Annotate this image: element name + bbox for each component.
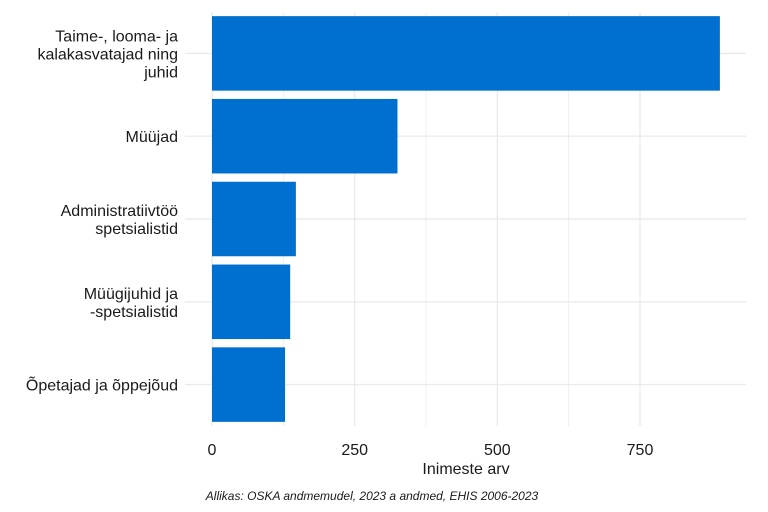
- category-labels: Taime-, looma- ja kalakasvatajad ning juhi…: [26, 28, 178, 394]
- category-label: Administratiivtöö spetsialistid: [61, 203, 178, 238]
- bar: [212, 16, 720, 91]
- source-caption: Allikas: OSKA andmemudel, 2023 a andmed,…: [205, 489, 539, 503]
- category-label: Müüjad: [126, 129, 178, 146]
- category-label: Õpetajad ja õppejõud: [26, 375, 178, 395]
- bar: [212, 98, 398, 174]
- x-tick-label: 750: [627, 442, 654, 459]
- x-axis-title: Inimeste arv: [422, 461, 509, 478]
- x-tick-labels: 0 250 500 750: [208, 442, 654, 459]
- bar: [212, 181, 296, 257]
- bar: [212, 264, 291, 340]
- bar: [212, 347, 286, 422]
- bars-group: [212, 16, 720, 422]
- category-label: Taime-, looma- ja kalakasvatajad ning juhi…: [37, 28, 178, 81]
- x-tick-label: 250: [341, 442, 368, 459]
- x-tick-label: 0: [208, 442, 217, 459]
- category-label: Müügijuhid ja -spetsialistid: [84, 286, 178, 321]
- x-tick-label: 500: [484, 442, 511, 459]
